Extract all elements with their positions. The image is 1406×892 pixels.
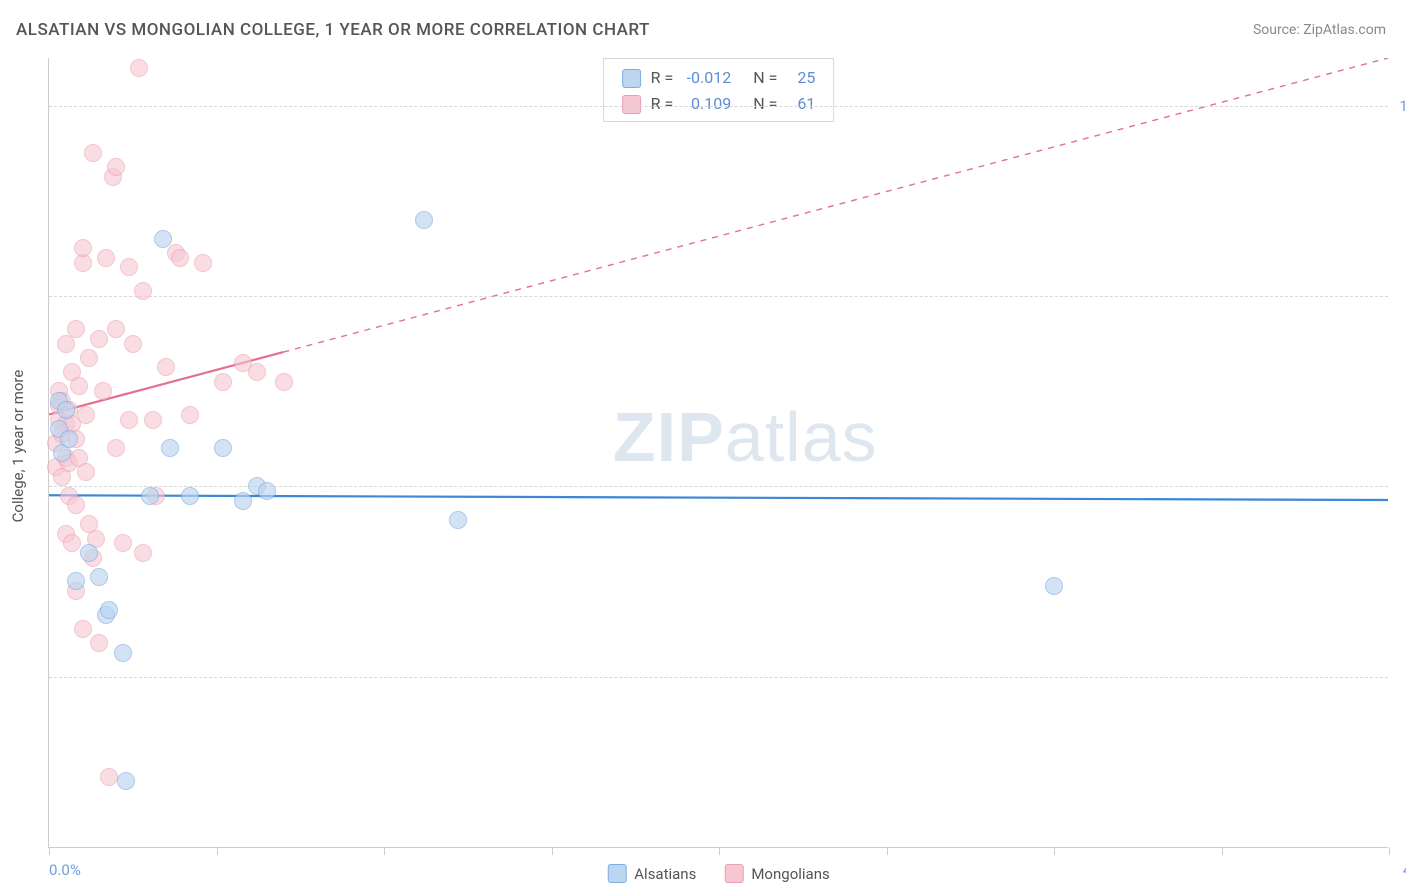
scatter-point-mongolians xyxy=(114,534,132,552)
x-tick-label: 0.0% xyxy=(49,861,81,879)
scatter-point-mongolians xyxy=(248,363,266,381)
scatter-point-mongolians xyxy=(107,320,125,338)
chart-container: ALSATIAN VS MONGOLIAN COLLEGE, 1 YEAR OR… xyxy=(0,0,1406,892)
scatter-point-mongolians xyxy=(74,620,92,638)
gridline-h xyxy=(49,296,1388,297)
scatter-point-alsatians xyxy=(114,644,132,662)
scatter-point-mongolians xyxy=(67,320,85,338)
legend-correlation: R = -0.012 N = 25 R = 0.109 N = 61 xyxy=(603,58,835,122)
scatter-point-mongolians xyxy=(144,411,162,429)
x-tick xyxy=(217,847,218,855)
scatter-point-mongolians xyxy=(134,282,152,300)
y-tick-label: 60.0% xyxy=(1393,477,1406,495)
scatter-point-mongolians xyxy=(90,634,108,652)
scatter-point-mongolians xyxy=(77,463,95,481)
scatter-point-mongolians xyxy=(130,59,148,77)
scatter-point-mongolians xyxy=(70,377,88,395)
scatter-point-mongolians xyxy=(171,249,189,267)
scatter-point-alsatians xyxy=(234,492,252,510)
r-value: 0.109 xyxy=(683,91,731,117)
watermark: ZIPatlas xyxy=(613,397,878,477)
scatter-point-alsatians xyxy=(1045,577,1063,595)
x-tick xyxy=(719,847,720,855)
legend-series: Alsatians Mongolians xyxy=(607,864,829,883)
scatter-point-mongolians xyxy=(157,358,175,376)
scatter-point-alsatians xyxy=(90,568,108,586)
scatter-point-alsatians xyxy=(181,487,199,505)
x-tick xyxy=(1389,847,1390,855)
scatter-point-mongolians xyxy=(107,439,125,457)
y-tick-label: 80.0% xyxy=(1393,287,1406,305)
n-label: N = xyxy=(753,65,777,91)
legend-item-mongolians: Mongolians xyxy=(724,864,829,883)
scatter-point-mongolians xyxy=(214,373,232,391)
y-tick-label: 40.0% xyxy=(1393,668,1406,686)
scatter-point-alsatians xyxy=(100,601,118,619)
trendline-dashed-mongolians xyxy=(283,58,1388,352)
scatter-point-alsatians xyxy=(214,439,232,457)
legend-label: Mongolians xyxy=(751,865,829,883)
legend-label: Alsatians xyxy=(634,865,696,883)
x-tick xyxy=(1054,847,1055,855)
scatter-point-mongolians xyxy=(94,382,112,400)
scatter-point-mongolians xyxy=(80,349,98,367)
scatter-point-mongolians xyxy=(275,373,293,391)
scatter-point-mongolians xyxy=(63,534,81,552)
scatter-point-alsatians xyxy=(449,511,467,529)
scatter-point-mongolians xyxy=(134,544,152,562)
scatter-point-mongolians xyxy=(77,406,95,424)
legend-swatch xyxy=(607,864,626,883)
legend-row-mongolians: R = 0.109 N = 61 xyxy=(622,91,816,117)
gridline-h xyxy=(49,677,1388,678)
scatter-point-mongolians xyxy=(181,406,199,424)
r-value: -0.012 xyxy=(683,65,731,91)
scatter-point-alsatians xyxy=(154,230,172,248)
trend-lines-svg xyxy=(49,58,1388,847)
scatter-point-mongolians xyxy=(124,335,142,353)
r-label: R = xyxy=(651,91,674,117)
scatter-point-alsatians xyxy=(67,572,85,590)
legend-swatch xyxy=(724,864,743,883)
scatter-point-mongolians xyxy=(84,144,102,162)
scatter-point-mongolians xyxy=(107,158,125,176)
watermark-rest: atlas xyxy=(725,398,878,476)
scatter-point-mongolians xyxy=(90,330,108,348)
scatter-point-mongolians xyxy=(100,768,118,786)
legend-item-alsatians: Alsatians xyxy=(607,864,696,883)
scatter-point-alsatians xyxy=(57,401,75,419)
chart-title: ALSATIAN VS MONGOLIAN COLLEGE, 1 YEAR OR… xyxy=(16,20,650,40)
scatter-point-alsatians xyxy=(161,439,179,457)
y-axis-label: College, 1 year or more xyxy=(9,370,27,523)
x-tick xyxy=(887,847,888,855)
x-tick xyxy=(552,847,553,855)
scatter-point-alsatians xyxy=(141,487,159,505)
n-value: 61 xyxy=(787,91,815,117)
legend-row-alsatians: R = -0.012 N = 25 xyxy=(622,65,816,91)
scatter-point-alsatians xyxy=(415,211,433,229)
scatter-point-mongolians xyxy=(74,239,92,257)
scatter-point-alsatians xyxy=(258,482,276,500)
plot-area: ZIPatlas R =-0.012N =25R =0.109N =61 Als… xyxy=(48,58,1388,848)
x-tick xyxy=(1222,847,1223,855)
n-value: 25 xyxy=(787,65,815,91)
n-label: N = xyxy=(753,91,777,117)
legend-swatch xyxy=(622,95,641,114)
legend-swatch xyxy=(622,69,641,88)
gridline-h xyxy=(49,106,1388,107)
scatter-point-alsatians xyxy=(60,430,78,448)
x-tick xyxy=(49,847,50,855)
source-label: Source: ZipAtlas.com xyxy=(1253,22,1386,38)
y-tick-label: 100.0% xyxy=(1393,97,1406,115)
x-tick xyxy=(384,847,385,855)
scatter-point-mongolians xyxy=(120,258,138,276)
scatter-point-mongolians xyxy=(120,411,138,429)
r-label: R = xyxy=(651,65,674,91)
scatter-point-alsatians xyxy=(117,772,135,790)
watermark-bold: ZIP xyxy=(613,398,725,476)
scatter-point-mongolians xyxy=(97,249,115,267)
scatter-point-alsatians xyxy=(80,544,98,562)
scatter-point-mongolians xyxy=(67,496,85,514)
scatter-point-mongolians xyxy=(194,254,212,272)
